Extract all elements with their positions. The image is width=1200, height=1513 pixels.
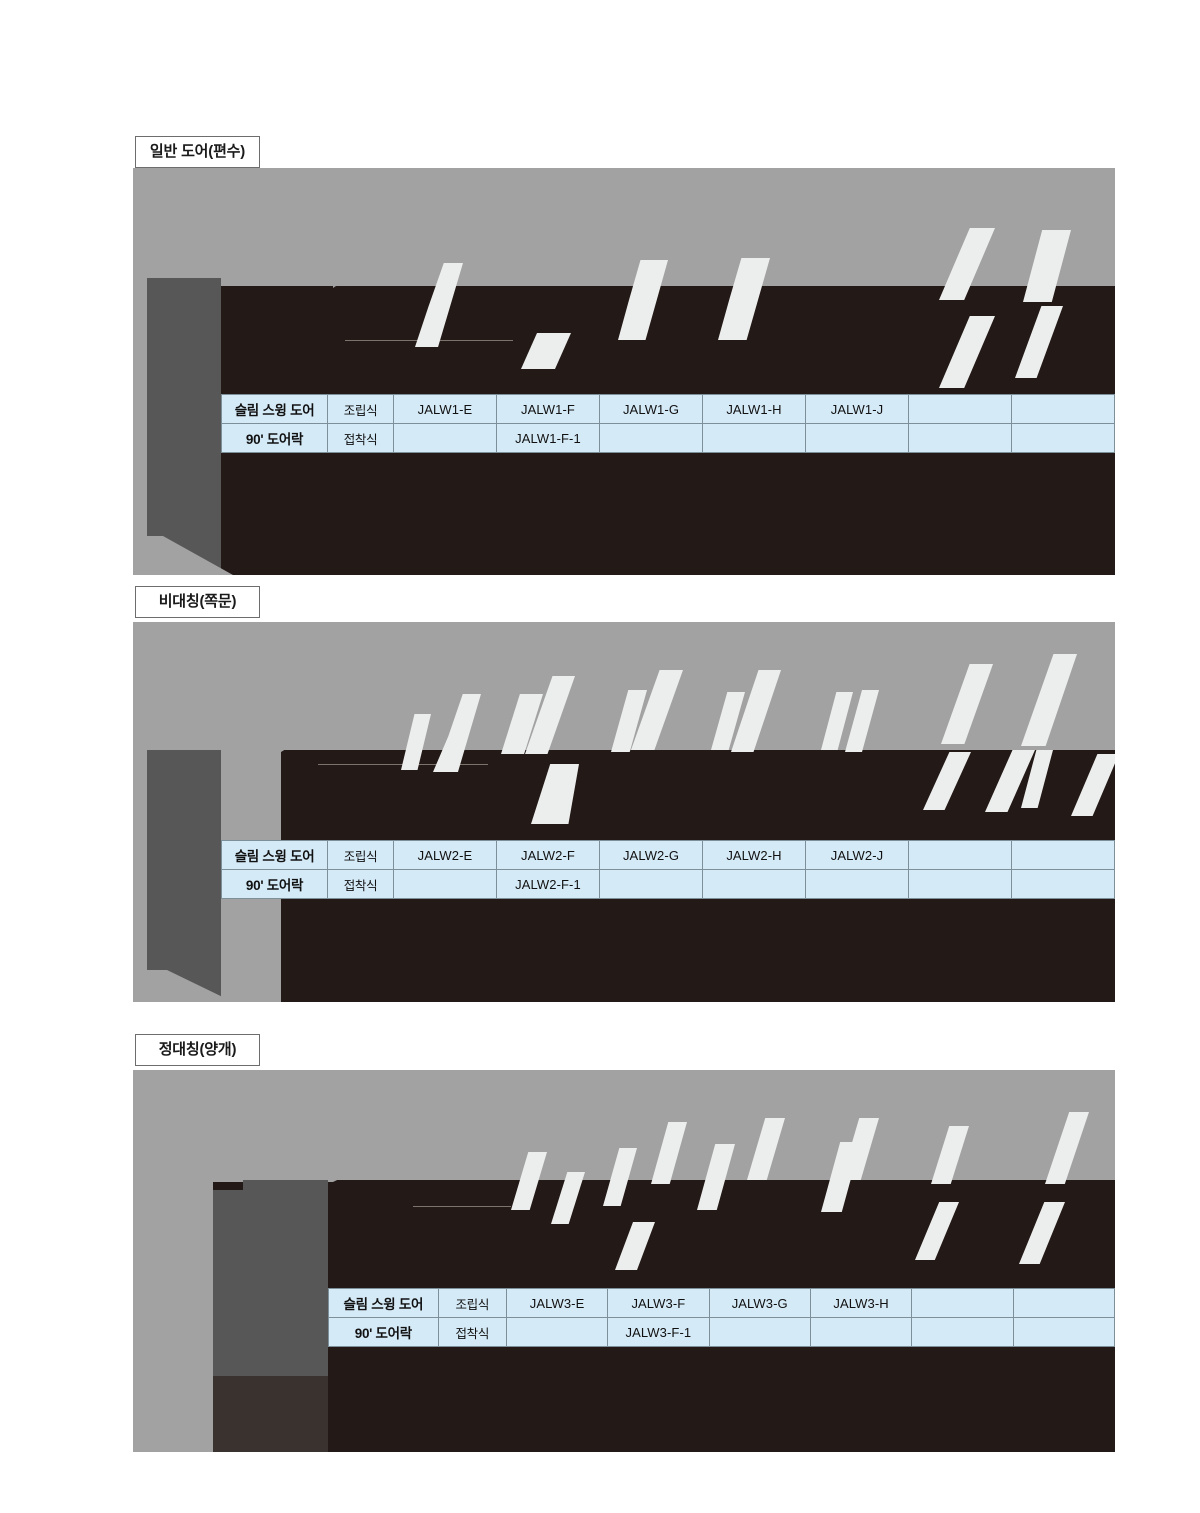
code-cell (1011, 394, 1115, 424)
code-cell: JALW2-G (599, 840, 703, 870)
table-row: 90' 도어락 접착식 JALW3-F-1 (328, 1317, 1116, 1347)
row-label: 90' 도어락 (221, 869, 328, 899)
code-cell (1012, 1288, 1116, 1318)
code-cell (599, 869, 703, 899)
row-method: 조립식 (327, 840, 394, 870)
row-method: 조립식 (327, 394, 394, 424)
backdrop-grey-notch-row (588, 1070, 1115, 1082)
row-label: 슬림 스윙 도어 (221, 394, 328, 424)
table-row: 슬림 스윙 도어 조립식 JALW1-E JALW1-F JALW1-G JAL… (221, 394, 1115, 424)
table-row: 슬림 스윙 도어 조립식 JALW3-E JALW3-F JALW3-G JAL… (328, 1288, 1116, 1318)
row-label: 90' 도어락 (221, 423, 328, 453)
code-cell (805, 869, 909, 899)
spec-table-standard-door: 슬림 스윙 도어 조립식 JALW1-E JALW1-F JALW1-G JAL… (221, 394, 1115, 453)
code-cell: JALW1-J (805, 394, 909, 424)
handle-shape (521, 333, 571, 369)
handle-shape (1015, 306, 1063, 378)
handle-shape (615, 1222, 655, 1270)
panel-mid-grey-cap (243, 1180, 328, 1192)
section-asymmetric-door (133, 622, 1115, 1002)
code-cell: JALW3-F-1 (607, 1317, 710, 1347)
backdrop-grey-slope (213, 1070, 333, 1182)
code-cell: JALW3-F (607, 1288, 710, 1318)
section-standard-door (133, 168, 1115, 575)
code-cell (1011, 840, 1115, 870)
code-cell: JALW1-G (599, 394, 703, 424)
section-label-symmetric-door: 정대칭(양개) (135, 1034, 260, 1066)
table-row: 슬림 스윙 도어 조립식 JALW2-E JALW2-F JALW2-G JAL… (221, 840, 1115, 870)
code-cell (911, 1288, 1014, 1318)
code-cell: JALW2-F (496, 840, 600, 870)
code-cell (393, 423, 497, 453)
panel-mid-grey (147, 750, 221, 1002)
table-row: 90' 도어락 접착식 JALW1-F-1 (221, 423, 1115, 453)
handle-shape (939, 316, 995, 388)
code-cell: JALW2-H (702, 840, 806, 870)
panel-mid-grey (213, 1190, 328, 1376)
section-symmetric-door (133, 1070, 1115, 1452)
panel-mid-grey-dark-strip (213, 1376, 328, 1452)
row-method: 접착식 (437, 1317, 507, 1347)
row-label: 슬림 스윙 도어 (221, 840, 328, 870)
code-cell (1011, 869, 1115, 899)
code-cell (393, 869, 497, 899)
code-cell: JALW2-F-1 (496, 869, 600, 899)
handle-shape (915, 1202, 959, 1260)
code-cell: JALW3-G (708, 1288, 811, 1318)
detail-hairline (413, 1206, 511, 1207)
code-cell (505, 1317, 609, 1347)
code-cell: JALW1-E (393, 394, 497, 424)
code-cell: JALW3-H (809, 1288, 913, 1318)
code-cell: JALW2-J (805, 840, 909, 870)
row-label: 슬림 스윙 도어 (328, 1288, 439, 1318)
code-cell (908, 423, 1012, 453)
code-cell (708, 1317, 811, 1347)
code-cell (911, 1317, 1014, 1347)
code-cell (1011, 423, 1115, 453)
backdrop-grey-notch-row (513, 168, 1115, 182)
panel-mid-grey (147, 286, 221, 575)
panel-mid-grey-cap (147, 278, 221, 288)
handle-shape (1019, 1202, 1065, 1264)
row-method: 조립식 (437, 1288, 507, 1318)
backdrop-grey-notch-row (511, 622, 1115, 636)
code-cell (908, 840, 1012, 870)
spec-table-symmetric-door: 슬림 스윙 도어 조립식 JALW3-E JALW3-F JALW3-G JAL… (328, 1288, 1116, 1347)
code-cell: JALW1-H (702, 394, 806, 424)
code-cell (1012, 1317, 1116, 1347)
handle-shape (1071, 754, 1115, 816)
handle-shape (531, 764, 579, 824)
row-method: 접착식 (327, 869, 394, 899)
section-label-asymmetric-door: 비대칭(쪽문) (135, 586, 260, 618)
code-cell: JALW1-F-1 (496, 423, 600, 453)
spec-table-asymmetric-door: 슬림 스윙 도어 조립식 JALW2-E JALW2-F JALW2-G JAL… (221, 840, 1115, 899)
code-cell: JALW1-F (496, 394, 600, 424)
code-cell (809, 1317, 913, 1347)
backdrop-grey-step (133, 1180, 213, 1452)
code-cell (805, 423, 909, 453)
row-label: 90' 도어락 (328, 1317, 439, 1347)
code-cell (702, 423, 806, 453)
code-cell: JALW2-E (393, 840, 497, 870)
handle-shape (923, 752, 971, 810)
code-cell: JALW3-E (505, 1288, 609, 1318)
section-label-standard-door: 일반 도어(편수) (135, 136, 260, 168)
code-cell (702, 869, 806, 899)
table-row: 90' 도어락 접착식 JALW2-F-1 (221, 869, 1115, 899)
code-cell (908, 394, 1012, 424)
row-method: 접착식 (327, 423, 394, 453)
code-cell (599, 423, 703, 453)
code-cell (908, 869, 1012, 899)
